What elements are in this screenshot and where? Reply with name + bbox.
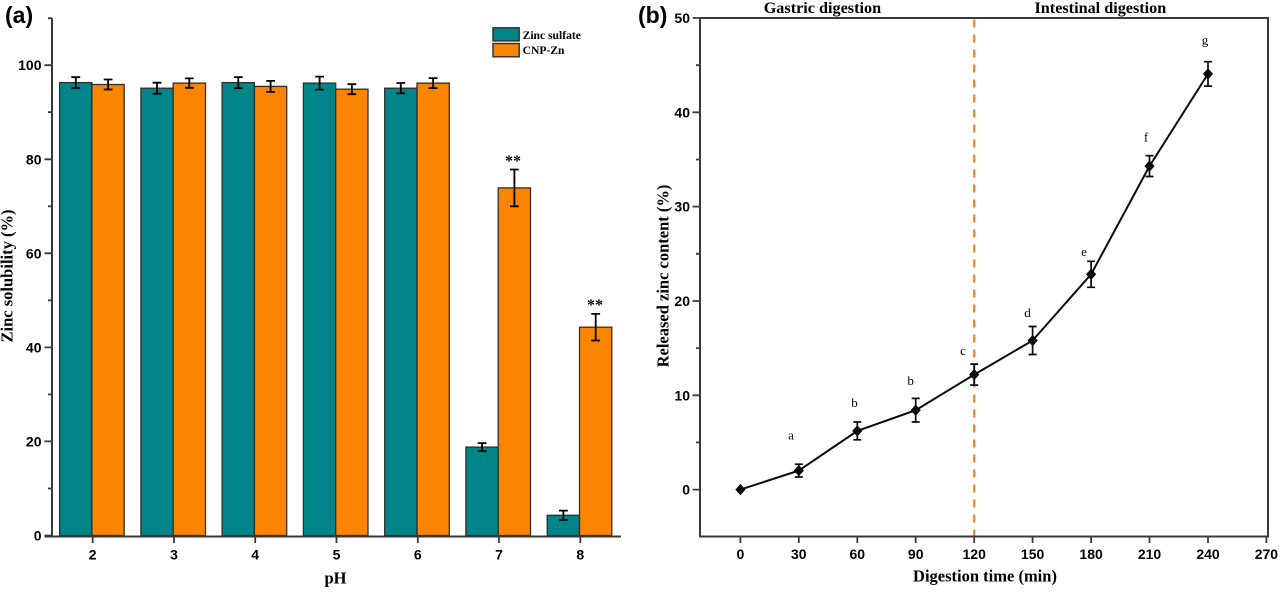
svg-text:(b): (b) bbox=[638, 2, 667, 28]
svg-text:80: 80 bbox=[26, 151, 42, 167]
svg-text:100: 100 bbox=[18, 57, 42, 73]
svg-text:e: e bbox=[1081, 244, 1087, 259]
svg-text:0: 0 bbox=[34, 528, 42, 544]
svg-text:Zinc sulfate: Zinc sulfate bbox=[523, 29, 581, 42]
svg-text:f: f bbox=[1144, 130, 1149, 145]
svg-text:50: 50 bbox=[674, 10, 690, 26]
svg-text:0: 0 bbox=[682, 482, 690, 498]
svg-text:c: c bbox=[960, 343, 966, 358]
svg-text:60: 60 bbox=[26, 245, 42, 261]
svg-text:30: 30 bbox=[791, 546, 807, 562]
svg-text:Digestion time (min): Digestion time (min) bbox=[913, 567, 1057, 586]
svg-text:6: 6 bbox=[414, 547, 422, 563]
svg-text:60: 60 bbox=[850, 546, 866, 562]
svg-text:CNP-Zn: CNP-Zn bbox=[523, 44, 565, 57]
svg-text:3: 3 bbox=[170, 547, 178, 563]
svg-text:5: 5 bbox=[333, 547, 341, 563]
svg-text:**: ** bbox=[587, 297, 603, 314]
svg-text:90: 90 bbox=[908, 546, 924, 562]
svg-text:30: 30 bbox=[674, 199, 690, 215]
svg-text:g: g bbox=[1202, 32, 1209, 47]
svg-text:180: 180 bbox=[1079, 546, 1103, 562]
svg-text:b: b bbox=[907, 373, 914, 388]
svg-text:**: ** bbox=[505, 153, 521, 170]
svg-text:120: 120 bbox=[963, 546, 987, 562]
svg-text:150: 150 bbox=[1021, 546, 1045, 562]
svg-text:Zinc solubility (%): Zinc solubility (%) bbox=[0, 210, 17, 343]
svg-text:40: 40 bbox=[674, 104, 690, 120]
svg-text:Intestinal digestion: Intestinal digestion bbox=[1035, 0, 1167, 17]
svg-text:40: 40 bbox=[26, 339, 42, 355]
svg-text:Gastric digestion: Gastric digestion bbox=[764, 0, 881, 17]
svg-text:d: d bbox=[1024, 305, 1031, 320]
svg-text:10: 10 bbox=[674, 387, 690, 403]
svg-text:20: 20 bbox=[26, 433, 42, 449]
svg-text:b: b bbox=[851, 395, 858, 410]
svg-text:(a): (a) bbox=[5, 2, 33, 28]
svg-text:4: 4 bbox=[251, 547, 259, 563]
svg-text:pH: pH bbox=[324, 568, 346, 587]
svg-text:0: 0 bbox=[737, 546, 745, 562]
svg-text:2: 2 bbox=[89, 547, 97, 563]
svg-text:Released zinc content (%): Released zinc content (%) bbox=[654, 185, 673, 368]
svg-text:8: 8 bbox=[576, 547, 584, 563]
svg-text:240: 240 bbox=[1196, 546, 1220, 562]
svg-text:210: 210 bbox=[1138, 546, 1162, 562]
svg-text:270: 270 bbox=[1255, 546, 1279, 562]
svg-text:20: 20 bbox=[674, 293, 690, 309]
svg-text:7: 7 bbox=[495, 547, 503, 563]
svg-text:a: a bbox=[788, 427, 794, 442]
